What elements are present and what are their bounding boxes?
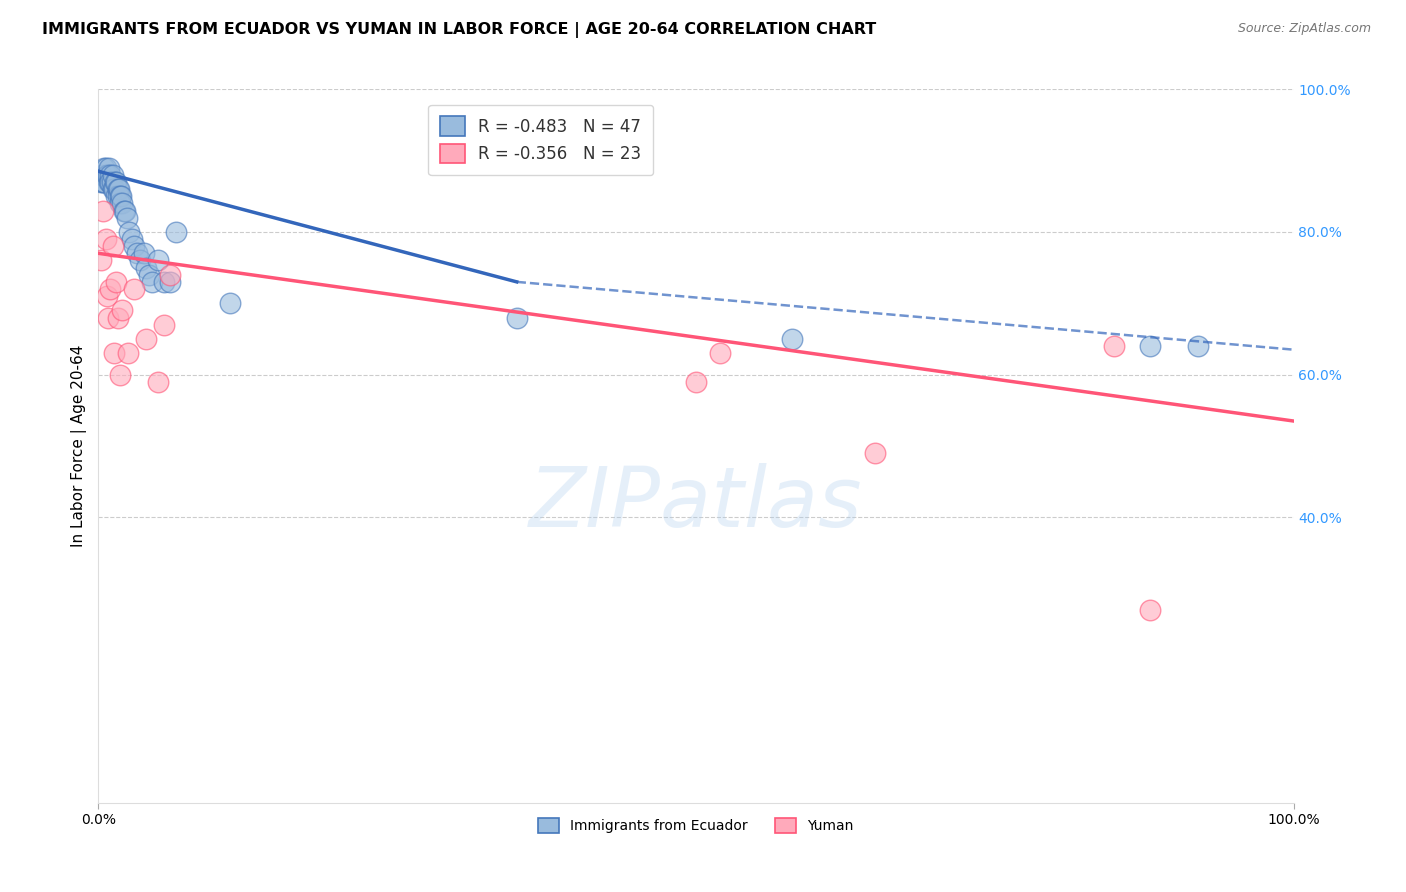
Point [117, 346, 139, 360]
Point [107, 182, 129, 196]
Point [138, 268, 160, 282]
Point [121, 232, 143, 246]
Point [96, 289, 118, 303]
Point [103, 346, 125, 360]
Point [108, 368, 131, 382]
Point [94, 232, 117, 246]
Point [101, 182, 124, 196]
Text: IMMIGRANTS FROM ECUADOR VS YUMAN IN LABOR FORCE | AGE 20-64 CORRELATION CHART: IMMIGRANTS FROM ECUADOR VS YUMAN IN LABO… [42, 22, 876, 38]
Point [219, 296, 242, 310]
Point [90, 175, 112, 189]
Point [97, 310, 120, 325]
Point [111, 303, 134, 318]
Point [105, 275, 128, 289]
Point [124, 282, 146, 296]
Point [709, 346, 731, 360]
Point [104, 175, 127, 189]
Point [91, 175, 114, 189]
Point [125, 246, 148, 260]
Point [100, 175, 122, 189]
Point [98, 168, 122, 182]
Point [1139, 339, 1161, 353]
Point [159, 268, 181, 282]
Point [148, 375, 170, 389]
Point [94, 161, 117, 175]
Point [124, 239, 146, 253]
Point [506, 310, 529, 325]
Point [110, 189, 132, 203]
Point [105, 189, 128, 203]
Point [159, 275, 181, 289]
Point [108, 189, 131, 203]
Point [111, 196, 134, 211]
Point [780, 332, 803, 346]
Point [1139, 603, 1161, 617]
Point [90, 253, 112, 268]
Point [118, 225, 141, 239]
Legend: Immigrants from Ecuador, Yuman: Immigrants from Ecuador, Yuman [533, 813, 859, 838]
Point [93, 161, 115, 175]
Point [135, 332, 157, 346]
Point [141, 275, 163, 289]
Point [101, 239, 124, 253]
Point [101, 168, 124, 182]
Point [115, 211, 138, 225]
Point [93, 175, 115, 189]
Point [96, 168, 118, 182]
Point [865, 446, 887, 460]
Point [112, 203, 135, 218]
Point [91, 168, 114, 182]
Point [108, 196, 131, 211]
Text: Source: ZipAtlas.com: Source: ZipAtlas.com [1237, 22, 1371, 36]
Point [114, 203, 136, 218]
Point [98, 282, 122, 296]
Point [98, 161, 121, 175]
Point [91, 203, 114, 218]
Point [105, 175, 128, 189]
Point [1104, 339, 1126, 353]
Text: ZIPatlas: ZIPatlas [529, 463, 863, 543]
Point [685, 375, 707, 389]
Point [153, 275, 176, 289]
Point [98, 175, 122, 189]
Point [107, 310, 129, 325]
Point [153, 318, 176, 332]
Point [103, 182, 125, 196]
Point [1187, 339, 1209, 353]
Point [135, 260, 157, 275]
Point [98, 175, 121, 189]
Point [148, 253, 170, 268]
Point [165, 225, 187, 239]
Point [129, 253, 152, 268]
Y-axis label: In Labor Force | Age 20-64: In Labor Force | Age 20-64 [72, 345, 87, 547]
Point [97, 168, 120, 182]
Point [132, 246, 155, 260]
Point [107, 182, 129, 196]
Point [107, 189, 129, 203]
